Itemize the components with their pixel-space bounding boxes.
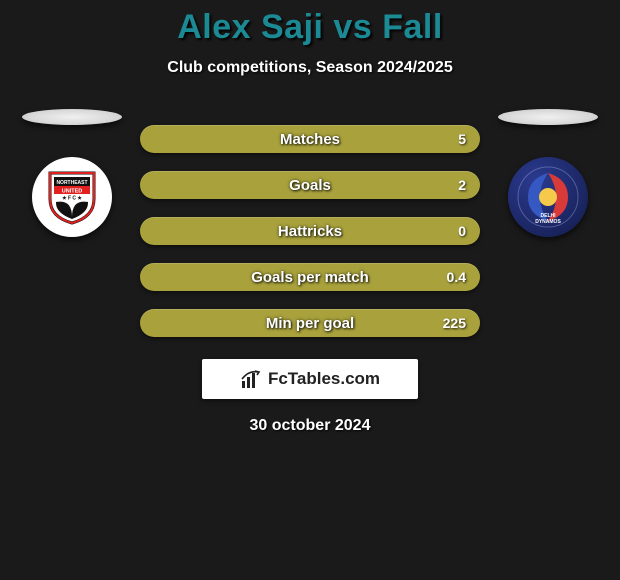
stat-label: Goals per match xyxy=(251,269,369,286)
stat-value-right: 2 xyxy=(458,177,466,193)
stat-bars: Matches 5 Goals 2 Hattricks 0 Goals per … xyxy=(140,125,480,337)
player-photo-placeholder-right xyxy=(498,109,598,125)
fctables-brand[interactable]: FcTables.com xyxy=(202,359,418,399)
svg-text:NORTHEAST: NORTHEAST xyxy=(56,180,87,186)
right-side: DELHI DYNAMOS xyxy=(498,109,598,237)
stat-label: Hattricks xyxy=(278,223,342,240)
stat-label: Min per goal xyxy=(266,315,354,332)
footer: FcTables.com 30 october 2024 xyxy=(0,359,620,435)
svg-text:★ F C ★: ★ F C ★ xyxy=(62,196,82,202)
player-photo-placeholder-left xyxy=(22,109,122,125)
main-area: NORTHEAST UNITED ★ F C ★ Matches 5 xyxy=(0,109,620,337)
stat-label: Matches xyxy=(280,131,340,148)
stat-row-matches: Matches 5 xyxy=(140,125,480,153)
svg-text:UNITED: UNITED xyxy=(62,189,83,195)
stat-value-right: 0.4 xyxy=(447,269,466,285)
stat-row-hattricks: Hattricks 0 xyxy=(140,217,480,245)
northeast-united-shield-icon: NORTHEAST UNITED ★ F C ★ xyxy=(46,169,98,225)
infographic-root: Alex Saji vs Fall Club competitions, Sea… xyxy=(0,0,620,435)
stat-value-right: 225 xyxy=(443,315,466,331)
stat-value-right: 0 xyxy=(458,223,466,239)
subtitle: Club competitions, Season 2024/2025 xyxy=(0,59,620,77)
page-title: Alex Saji vs Fall xyxy=(0,8,620,47)
date-text: 30 october 2024 xyxy=(250,417,371,435)
bar-chart-icon xyxy=(240,368,262,390)
stat-row-goals: Goals 2 xyxy=(140,171,480,199)
svg-text:DYNAMOS: DYNAMOS xyxy=(535,219,561,225)
brand-text: FcTables.com xyxy=(268,369,380,389)
left-side: NORTHEAST UNITED ★ F C ★ xyxy=(22,109,122,237)
delhi-dynamos-badge-icon: DELHI DYNAMOS xyxy=(516,165,580,229)
stat-value-right: 5 xyxy=(458,131,466,147)
stat-label: Goals xyxy=(289,177,331,194)
club-badge-left: NORTHEAST UNITED ★ F C ★ xyxy=(32,157,112,237)
club-badge-right: DELHI DYNAMOS xyxy=(508,157,588,237)
stat-row-goals-per-match: Goals per match 0.4 xyxy=(140,263,480,291)
stat-row-min-per-goal: Min per goal 225 xyxy=(140,309,480,337)
